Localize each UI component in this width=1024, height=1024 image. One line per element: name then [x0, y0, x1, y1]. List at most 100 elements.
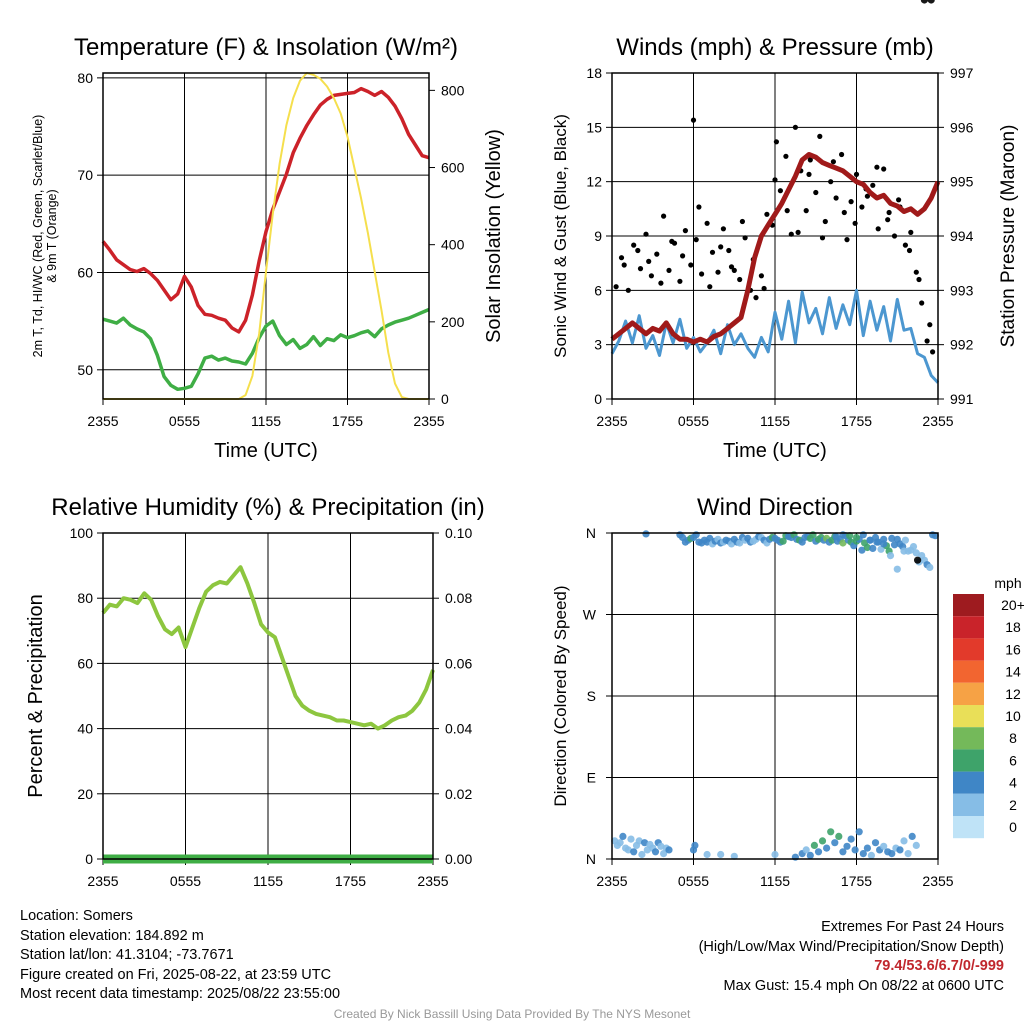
gust-point	[764, 211, 770, 217]
gust-point	[830, 159, 837, 165]
y-tick-label-right: 997	[950, 65, 974, 81]
direction-point	[823, 844, 831, 852]
y-tick-label-right: 200	[441, 314, 465, 330]
gust-point	[886, 209, 892, 216]
gust-point	[709, 249, 716, 255]
direction-point	[896, 846, 904, 854]
gust-point	[870, 182, 876, 188]
direction-point	[904, 850, 912, 858]
gust-point	[881, 166, 887, 172]
gust-point	[783, 153, 789, 159]
legend-label: 6	[1009, 752, 1017, 768]
direction-point	[665, 846, 673, 854]
legend-label: 12	[1005, 686, 1021, 702]
y-tick-label-left: 6	[594, 282, 602, 298]
legend-swatch	[953, 771, 984, 794]
gust-point	[690, 117, 697, 123]
legend-label: 2	[1009, 797, 1017, 813]
y-tick-label-right: 0.04	[445, 721, 472, 737]
y-tick-label-right: 0.00	[445, 851, 472, 867]
direction-point	[706, 534, 714, 543]
y-tick-label-left: 9	[594, 228, 602, 244]
gust-point	[819, 235, 826, 241]
legend-label: 8	[1009, 730, 1017, 746]
gust-point	[669, 238, 675, 244]
direction-point	[920, 0, 928, 4]
gust-point	[715, 269, 721, 275]
legend-label: 16	[1005, 641, 1021, 657]
x-tick-label: 2355	[417, 873, 448, 889]
gust-point	[739, 218, 746, 225]
y-tick-label-left: 12	[586, 174, 602, 190]
gust-point	[874, 164, 880, 170]
direction-point	[771, 850, 779, 859]
y-axis-label-left: 2m T, Td, HI/WC (Red, Green, Scarlet/Blu…	[31, 115, 45, 358]
legend-label: 0	[1009, 819, 1017, 835]
x-axis-label: Time (UTC)	[723, 440, 827, 462]
gust-point	[859, 204, 865, 210]
extremes-subtitle: (High/Low/Max Wind/Precipitation/Snow De…	[698, 938, 1004, 955]
gust-point	[927, 322, 933, 328]
x-tick-label: 0555	[169, 413, 200, 429]
gust-point	[625, 287, 631, 293]
gust-point	[618, 255, 625, 261]
gust-point	[813, 189, 819, 196]
gust-point	[726, 247, 732, 254]
gust-point	[908, 229, 914, 235]
x-tick-label: 1755	[335, 873, 366, 889]
direction-point	[926, 563, 934, 572]
gust-point	[704, 220, 710, 226]
direction-point	[900, 547, 908, 555]
gust-point	[803, 208, 809, 214]
plot-border	[102, 532, 434, 860]
gust-point	[637, 266, 644, 272]
direction-point	[703, 850, 711, 859]
gust-point	[646, 258, 652, 264]
gust-point	[718, 244, 724, 250]
gust-point	[807, 157, 813, 163]
y-axis-label-right: Solar Insolation (Yellow)	[483, 129, 505, 343]
y-tick-label-left: 0	[594, 391, 602, 407]
y-tick-label-left: 60	[77, 655, 93, 671]
x-tick-label: 1155	[253, 873, 283, 889]
direction-point	[643, 846, 651, 854]
direction-point	[858, 546, 866, 554]
direction-point	[859, 850, 867, 858]
y-tick-label-left: 50	[77, 362, 93, 378]
chart-title: Temperature (F) & Insolation (W/m²)	[74, 34, 458, 61]
gust-point	[916, 276, 922, 283]
legend-label: 14	[1005, 664, 1021, 680]
y-tick-label-right: 0	[441, 391, 449, 407]
gust-point	[891, 233, 898, 239]
chart-title: Winds (mph) & Pressure (mb)	[616, 34, 933, 61]
y-tick-label-left: 80	[77, 590, 93, 606]
y-tick-label-left: W	[583, 607, 597, 623]
direction-point	[627, 835, 635, 843]
y-tick-label-left: E	[587, 770, 596, 786]
direction-point	[869, 544, 877, 553]
y-tick-label-right: 0.06	[445, 655, 472, 671]
legend-swatch	[953, 682, 984, 705]
direction-point	[642, 530, 650, 538]
direction-point	[660, 850, 668, 858]
direction-point	[886, 552, 895, 560]
gust-point	[784, 208, 790, 214]
y-tick-label-left: 100	[70, 525, 94, 541]
location-text: Location: Somers	[20, 908, 133, 924]
legend-swatch	[953, 616, 984, 639]
extremes-values: 79.4/53.6/6.7/0/-999	[874, 958, 1004, 974]
gust-point	[852, 220, 858, 226]
gust-point	[696, 204, 702, 210]
gust-point	[666, 267, 672, 273]
y-tick-label-right: 600	[441, 160, 465, 176]
x-tick-label: 1155	[760, 873, 790, 889]
direction-point	[931, 532, 939, 540]
y-axis-label-left: Sonic Wind & Gust (Blue, Black)	[551, 114, 570, 358]
y-tick-label-right: 995	[950, 174, 974, 190]
direction-point	[863, 543, 872, 552]
x-tick-label: 0555	[678, 413, 709, 429]
gust-point	[848, 199, 854, 205]
gust-point	[844, 237, 850, 243]
gust-point	[643, 231, 649, 237]
y-tick-label-right: 996	[950, 119, 974, 135]
